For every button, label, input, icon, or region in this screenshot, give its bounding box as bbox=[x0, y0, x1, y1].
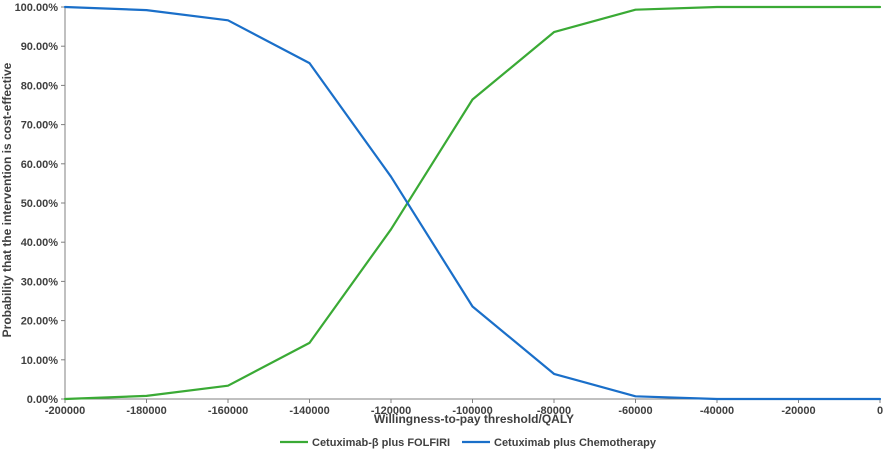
y-tick-label: 70.00% bbox=[21, 120, 59, 132]
y-tick-label: 20.00% bbox=[21, 316, 59, 328]
y-tick-label: 10.00% bbox=[21, 355, 59, 367]
legend-label-1: Cetuximab-β plus FOLFIRI bbox=[312, 437, 450, 449]
x-tick-label: -20000 bbox=[781, 405, 815, 417]
x-tick-label: -60000 bbox=[618, 405, 652, 417]
series-layer bbox=[63, 5, 882, 401]
x-tick-labels: -200000 -180000 -160000 -140000 -120000 -1000… bbox=[45, 399, 883, 417]
y-tick-label: 50.00% bbox=[21, 198, 59, 210]
series-line-1 bbox=[63, 5, 882, 401]
x-tick-label: -140000 bbox=[289, 405, 329, 417]
y-tick-label: 0.00% bbox=[27, 394, 58, 406]
y-tick-label: 100.00% bbox=[15, 2, 59, 14]
y-tick-label: 60.00% bbox=[21, 159, 59, 171]
series-line-2 bbox=[63, 5, 882, 401]
x-axis-title: Willingness-to-pay threshold/QALY bbox=[374, 412, 574, 426]
y-tick-label: 40.00% bbox=[21, 237, 59, 249]
y-tick-label: 80.00% bbox=[21, 80, 59, 92]
legend: Cetuximab-β plus FOLFIRI Cetuximab plus C… bbox=[280, 437, 657, 449]
legend-label-2: Cetuximab plus Chemotherapy bbox=[494, 437, 657, 449]
x-tick-label: -80000 bbox=[537, 405, 571, 417]
x-tick-label: -180000 bbox=[126, 405, 166, 417]
x-tick-label: -200000 bbox=[45, 405, 85, 417]
x-tick-label: -40000 bbox=[700, 405, 734, 417]
x-tick-label: -100000 bbox=[452, 405, 492, 417]
x-tick-label: 0 bbox=[877, 405, 883, 417]
x-tick-label: -120000 bbox=[371, 405, 411, 417]
y-tick-label: 30.00% bbox=[21, 276, 59, 288]
y-tick-labels: 0.00% 10.00% 20.00% 30.00% 40.00% 50.00% 60.00… bbox=[15, 2, 65, 406]
y-tick-label: 90.00% bbox=[21, 41, 59, 53]
x-tick-label: -160000 bbox=[208, 405, 248, 417]
y-axis-title: Probability that the intervention is cos… bbox=[0, 62, 14, 337]
axes bbox=[64, 7, 880, 400]
